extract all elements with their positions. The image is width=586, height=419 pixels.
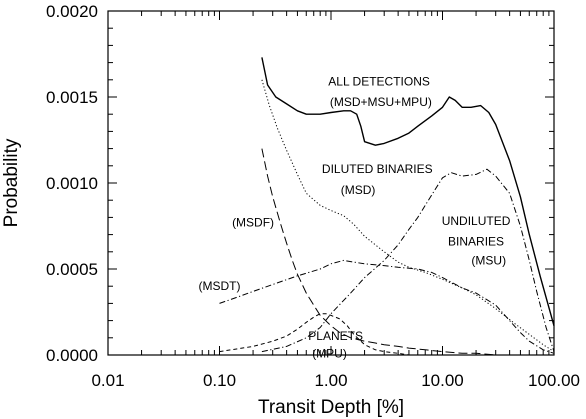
y-tick-label: 0.0020 — [46, 2, 98, 21]
series-msdf-line — [261, 148, 554, 356]
y-tick-label: 0.0005 — [46, 260, 98, 279]
series-annotation: (MSD+MSU+MPU) — [330, 95, 432, 109]
series-annotation: BINARIES — [448, 234, 504, 248]
series-annotation: PLANETS — [308, 329, 363, 343]
x-tick-label: 1.00 — [314, 371, 347, 390]
series-msdt-line — [219, 259, 555, 354]
series-annotation: (MSD) — [341, 183, 376, 197]
plot-frame — [107, 10, 555, 356]
series-layer — [219, 57, 555, 356]
series-annotation: DILUTED BINARIES — [322, 162, 433, 176]
y-tick-label: 0.0010 — [46, 174, 98, 193]
y-axis-title: Probability — [1, 138, 22, 227]
series-diluted-binaries-line — [261, 79, 555, 353]
x-tick-label: 0.10 — [203, 371, 236, 390]
x-axis-title: Transit Depth [%] — [258, 397, 404, 418]
series-annotation: (MPU) — [312, 346, 347, 360]
y-tick-label: 0.0015 — [46, 88, 98, 107]
series-annotation: UNDILUTED — [442, 214, 511, 228]
x-tick-label: 0.01 — [91, 371, 124, 390]
series-annotation: ALL DETECTIONS — [328, 75, 430, 89]
y-tick-label: 0.0000 — [46, 346, 98, 365]
series-planets-line — [219, 313, 443, 356]
series-annotation: (MSDT) — [199, 279, 241, 293]
series-annotation: (MSDF) — [232, 216, 274, 230]
annotation-layer: ALL DETECTIONS (MSD+MSU+MPU) DILUTED BINAR… — [199, 75, 511, 361]
x-tick-label: 100.00 — [528, 371, 580, 390]
x-tick-label: 10.00 — [421, 371, 464, 390]
series-annotation: (MSU) — [471, 253, 506, 267]
axes-layer: 0.01 0.10 1.00 10.00 100.00 0.0000 0.0005 0.001… — [46, 2, 580, 390]
series-all-detections-line — [261, 57, 555, 326]
series-undiluted-binaries-line — [261, 168, 555, 353]
